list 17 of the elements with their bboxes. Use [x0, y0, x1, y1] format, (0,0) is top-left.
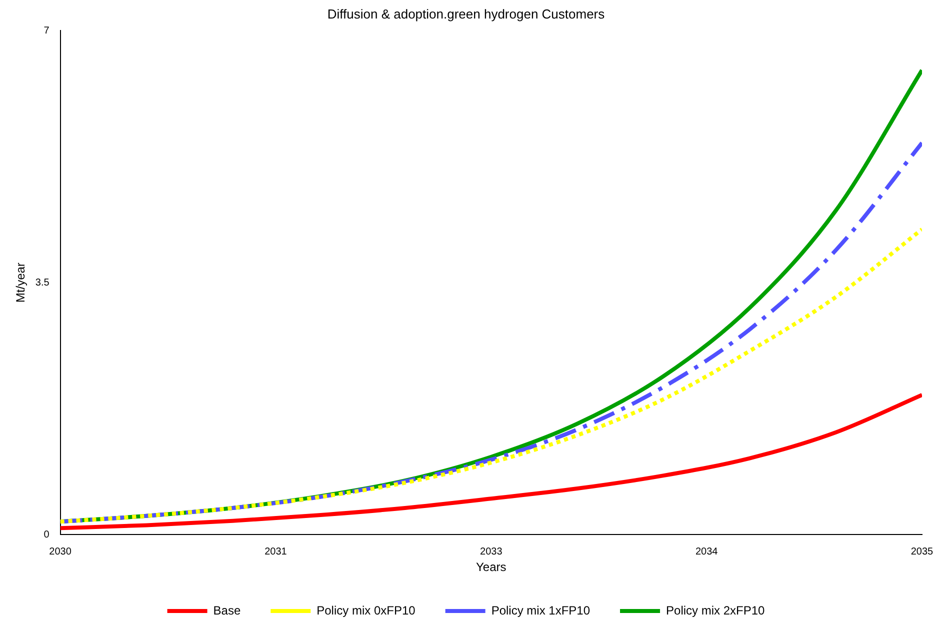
y-tick-label: 3.5	[35, 277, 50, 288]
x-tick-label: 2031	[264, 546, 288, 558]
legend-label: Policy mix 1xFP10	[491, 603, 590, 618]
legend-label: Policy mix 2xFP10	[666, 603, 766, 618]
x-tick-label: 2034	[695, 546, 718, 558]
x-tick-label: 2035	[910, 546, 934, 558]
line-series	[60, 392, 922, 530]
chart-title: Diffusion & adoption.green hydrogen Customers	[327, 6, 606, 22]
y-tick-label: 0	[44, 529, 50, 540]
x-tick-label: 2033	[480, 546, 503, 558]
y-axis-title: Mt/year	[14, 262, 28, 303]
legend-label: Policy mix 0xFP10	[316, 603, 416, 618]
legend-label: Base	[213, 603, 241, 618]
line-series	[60, 227, 922, 524]
x-axis-title: Years	[476, 560, 506, 574]
y-tick-label: 7	[44, 25, 50, 36]
x-tick-label: 2030	[49, 546, 72, 558]
